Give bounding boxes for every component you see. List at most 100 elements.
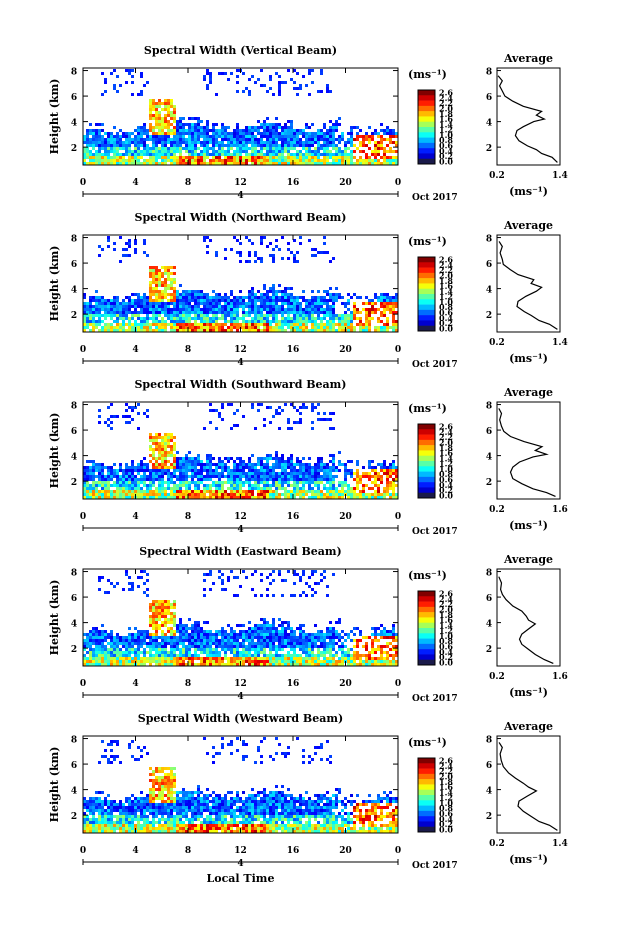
- heatmap-cell: [287, 147, 290, 150]
- heatmap-cell: [131, 138, 134, 141]
- heatmap-cell: [155, 314, 158, 317]
- heatmap-cell: [86, 317, 89, 320]
- heatmap-cell: [263, 135, 266, 138]
- heatmap-cell: [395, 496, 398, 499]
- heatmap-cell: [164, 448, 167, 451]
- heatmap-cell: [140, 72, 143, 75]
- heatmap-cell: [92, 475, 95, 478]
- heatmap-cell: [155, 436, 158, 439]
- heatmap-cell: [218, 132, 221, 135]
- heatmap-cell: [128, 406, 131, 409]
- heatmap-cell: [218, 460, 221, 463]
- heatmap-cell: [257, 138, 260, 141]
- heatmap-cell: [323, 296, 326, 299]
- heatmap-cell: [308, 141, 311, 144]
- heatmap-cell: [167, 284, 170, 287]
- date-marker: 4: [237, 191, 243, 201]
- heatmap-cell: [161, 281, 164, 284]
- heatmap-cell: [218, 141, 221, 144]
- heatmap-cell: [173, 624, 176, 627]
- heatmap-cell: [272, 493, 275, 496]
- heatmap-cell: [242, 150, 245, 153]
- heatmap-cell: [110, 472, 113, 475]
- heatmap-cell: [167, 269, 170, 272]
- panel-1: Spectral Width (Vertical Beam)2468Height…: [48, 44, 568, 203]
- heatmap-cell: [86, 642, 89, 645]
- heatmap-cell: [272, 147, 275, 150]
- heatmap-cell: [236, 132, 239, 135]
- heatmap-cell: [365, 308, 368, 311]
- heatmap-cell: [113, 320, 116, 323]
- heatmap-cell: [242, 469, 245, 472]
- heatmap-cell: [101, 496, 104, 499]
- heatmap-cell: [170, 102, 173, 105]
- heatmap-cell: [269, 326, 272, 329]
- heatmap-cell: [242, 135, 245, 138]
- heatmap-cell: [185, 314, 188, 317]
- colorbar-segment: [418, 487, 435, 494]
- heatmap-cell: [266, 117, 269, 120]
- heatmap-cell: [203, 236, 206, 239]
- heatmap-cell: [293, 257, 296, 260]
- heatmap-cell: [254, 147, 257, 150]
- heatmap-cell: [395, 484, 398, 487]
- heatmap-cell: [155, 111, 158, 114]
- heatmap-cell: [284, 302, 287, 305]
- heatmap-cell: [380, 463, 383, 466]
- heatmap-cell: [209, 496, 212, 499]
- heatmap-cell: [284, 463, 287, 466]
- heatmap-cell: [92, 308, 95, 311]
- heatmap-cell: [116, 663, 119, 666]
- heatmap-cell: [176, 639, 179, 642]
- heatmap-cell: [155, 317, 158, 320]
- heatmap-cell: [248, 466, 251, 469]
- heatmap-cell: [125, 403, 128, 406]
- heatmap-cell: [116, 415, 119, 418]
- heatmap-cell: [194, 475, 197, 478]
- heatmap-cell: [209, 457, 212, 460]
- heatmap-cell: [191, 636, 194, 639]
- heatmap-cell: [170, 436, 173, 439]
- heatmap-cell: [230, 135, 233, 138]
- heatmap-cell: [359, 159, 362, 162]
- heatmap-cell: [239, 484, 242, 487]
- heatmap-cell: [221, 126, 224, 129]
- heatmap-cell: [224, 493, 227, 496]
- heatmap-cell: [221, 484, 224, 487]
- heatmap-cell: [122, 660, 125, 663]
- heatmap-cell: [293, 320, 296, 323]
- heatmap-cell: [203, 323, 206, 326]
- heatmap-cell: [161, 466, 164, 469]
- heatmap-cell: [206, 311, 209, 314]
- colorbar-segment: [418, 476, 435, 483]
- heatmap-cell: [383, 496, 386, 499]
- heatmap-cell: [392, 314, 395, 317]
- heatmap-cell: [332, 132, 335, 135]
- heatmap-cell: [182, 314, 185, 317]
- average-frame: [496, 67, 561, 166]
- heatmap-cell: [230, 290, 233, 293]
- heatmap-cell: [176, 460, 179, 463]
- heatmap-cell: [386, 478, 389, 481]
- heatmap-cell: [257, 129, 260, 132]
- heatmap-cell: [260, 239, 263, 242]
- heatmap-cell: [173, 272, 176, 275]
- y-tick-label: 4: [71, 286, 77, 296]
- heatmap-cell: [338, 138, 341, 141]
- heatmap-cell: [146, 326, 149, 329]
- heatmap-cell: [128, 639, 131, 642]
- heatmap-cell: [122, 481, 125, 484]
- heatmap-cell: [287, 320, 290, 323]
- heatmap-cell: [182, 657, 185, 660]
- heatmap-cell: [347, 156, 350, 159]
- heatmap-cell: [158, 436, 161, 439]
- heatmap-cell: [248, 293, 251, 296]
- heatmap-cell: [152, 612, 155, 615]
- heatmap-cell: [134, 657, 137, 660]
- heatmap-cell: [263, 84, 266, 87]
- heatmap-cell: [326, 418, 329, 421]
- heatmap-cell: [116, 132, 119, 135]
- heatmap-cell: [107, 156, 110, 159]
- heatmap-cell: [314, 484, 317, 487]
- heatmap-cell: [173, 660, 176, 663]
